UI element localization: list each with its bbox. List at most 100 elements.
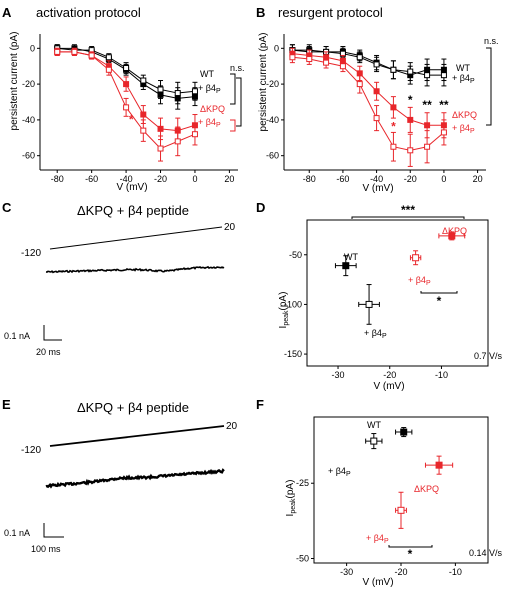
- voltage-ramp-e: [49, 425, 225, 447]
- x-tick-label: -20: [404, 174, 417, 184]
- data-point-wt-4p: [105, 54, 112, 61]
- x-tick-label: -20: [154, 174, 167, 184]
- data-point--kpq-4p: [390, 143, 397, 150]
- panel-c: C ΔKPQ + β4 peptide -120 20 0.1 nA 20 ms: [2, 200, 236, 357]
- panel-f-ylabel: Ipeak(pA): [285, 480, 297, 517]
- panel-f: F -30 -20 -10 -25 -50 Ipeak(pA) V (mV) 0.14 …: [256, 397, 502, 588]
- data-point--kpq-4p: [323, 59, 330, 66]
- data-point--kpq: [123, 81, 130, 88]
- significance-star: **: [439, 98, 449, 112]
- current-trace-c: [45, 265, 225, 274]
- panel-b-title: resurgent protocol: [278, 5, 383, 20]
- scale-current-e: 0.1 nA: [4, 528, 30, 538]
- legend-a-dkpq-b4p: + β4P: [198, 117, 221, 129]
- significance-star: *: [408, 93, 413, 107]
- x-tick-label: -80: [303, 174, 316, 184]
- rate-label-f: 0.14 V/s: [469, 548, 503, 558]
- legend-a-wt-b4p: + β4P: [198, 83, 221, 95]
- panel-a: A activation protocol -80 -60 -40 -20 0 20 0 -2…: [2, 5, 245, 193]
- significance-star: *: [391, 120, 396, 134]
- panel-e: E ΔKPQ + β4 peptide -120 20 0.1 nA 100 m…: [2, 397, 238, 554]
- panel-e-title: ΔKPQ + β4 peptide: [77, 400, 189, 415]
- x-tick-label: -40: [370, 174, 383, 184]
- scale-time-c: 20 ms: [36, 347, 61, 357]
- series-line-wt: [292, 49, 444, 76]
- plot-d: -30 -20 -10 -50 -100 -150: [284, 219, 489, 380]
- data-point--kpq: [424, 122, 431, 129]
- label-f-dkpq-b4p: + β4P: [366, 533, 389, 545]
- ramp-start-e: -120: [21, 445, 41, 456]
- y-tick-label: -40: [22, 115, 35, 125]
- legend-b-wt: WT: [456, 63, 470, 73]
- data-point-wt-4p: [440, 72, 447, 79]
- current-trace-e: [45, 468, 225, 489]
- data-point--kpq-4p: [54, 48, 61, 55]
- x-tick-label: -20: [383, 370, 396, 380]
- legend-b-wt-b4p: + β4P: [452, 73, 475, 85]
- y-tick-label: -50: [296, 553, 309, 563]
- data-point-wt-4p: [174, 90, 181, 97]
- y-tick-label: -60: [22, 151, 35, 161]
- data-point--kpq-4p: [289, 54, 296, 61]
- panel-label-c: C: [2, 200, 12, 215]
- x-tick-label: -30: [340, 567, 353, 577]
- panel-label-a: A: [2, 5, 12, 20]
- series-line-wt-4p: [292, 49, 444, 76]
- x-tick-label: -80: [51, 174, 64, 184]
- data-point-wt-4p: [157, 86, 164, 93]
- data-point--kpq-4p: [339, 63, 346, 70]
- label-d-wt: WT: [344, 252, 358, 262]
- data-point--kpq-4p: [174, 138, 181, 145]
- data-point--kpq-4p: [356, 81, 363, 88]
- significance-star: *: [129, 112, 134, 126]
- label-d-dkpq-b4p: + β4P: [408, 275, 431, 287]
- data-point--kpq-4p: [157, 145, 164, 152]
- significance-star: **: [422, 98, 432, 112]
- panel-label-e: E: [2, 397, 11, 412]
- bracket-a-ns: [236, 77, 242, 127]
- data-point--kpq-4p: [440, 129, 447, 136]
- data-point-wt-4p: [407, 68, 414, 75]
- data-point-wt-000000: [342, 262, 350, 270]
- bracket-a-wt: [230, 73, 236, 105]
- plot-a: -80 -60 -40 -20 0 20 0 -20 -40 -60 *: [22, 34, 238, 184]
- panel-d: D -30 -20 -10-50-100-150 Ipeak(pA) V (mV) …: [256, 200, 502, 392]
- data-point--kpq: [407, 116, 414, 123]
- data-point--kpq-4p: [306, 56, 313, 63]
- data-point--kpq-4p: [105, 66, 112, 73]
- legend-a-dkpq: ΔKPQ: [200, 104, 225, 114]
- data-point-wt-4p: [140, 77, 147, 84]
- data-point-wt-4p: [424, 72, 431, 79]
- legend-a-wt: WT: [200, 69, 214, 79]
- ramp-start-c: -120: [21, 248, 41, 259]
- legend-b-dkpq: ΔKPQ: [452, 110, 477, 120]
- data-point--kpq: [373, 88, 380, 95]
- sig-bar-d-top: [351, 216, 465, 219]
- x-tick-label: 0: [441, 174, 446, 184]
- y-tick-label: -100: [284, 299, 302, 309]
- data-point--kpq: [140, 111, 147, 118]
- panel-label-b: B: [256, 5, 265, 20]
- data-point--kpq-4p: [88, 52, 95, 59]
- data-point--kpq-4p: [424, 143, 431, 150]
- y-tick-label: -20: [22, 79, 35, 89]
- panel-d-ylabel: Ipeak(pA): [278, 292, 290, 329]
- voltage-ramp-c: [49, 226, 223, 250]
- label-f-wt-b4p: + β4P: [328, 466, 351, 478]
- sig-bar-f: [388, 545, 433, 548]
- ramp-end-e: 20: [226, 421, 238, 432]
- x-tick-label: 20: [224, 174, 234, 184]
- sig-f: *: [408, 547, 413, 561]
- legend-b-dkpq-b4p: + β4P: [452, 123, 475, 135]
- panel-a-ylabel: persistent current (pA): [9, 32, 20, 131]
- data-point-wt-000000: [400, 428, 408, 436]
- data-point-wt-4p: [390, 66, 397, 73]
- panel-label-f: F: [256, 397, 264, 412]
- ns-label-a: n.s.: [230, 63, 245, 73]
- data-point--kpq: [157, 125, 164, 132]
- scale-bar-e: [43, 523, 64, 538]
- panel-f-xlabel: V (mV): [362, 577, 393, 588]
- data-point--kpq-4p: [71, 48, 78, 55]
- data-point--kpq-4p: [140, 127, 147, 134]
